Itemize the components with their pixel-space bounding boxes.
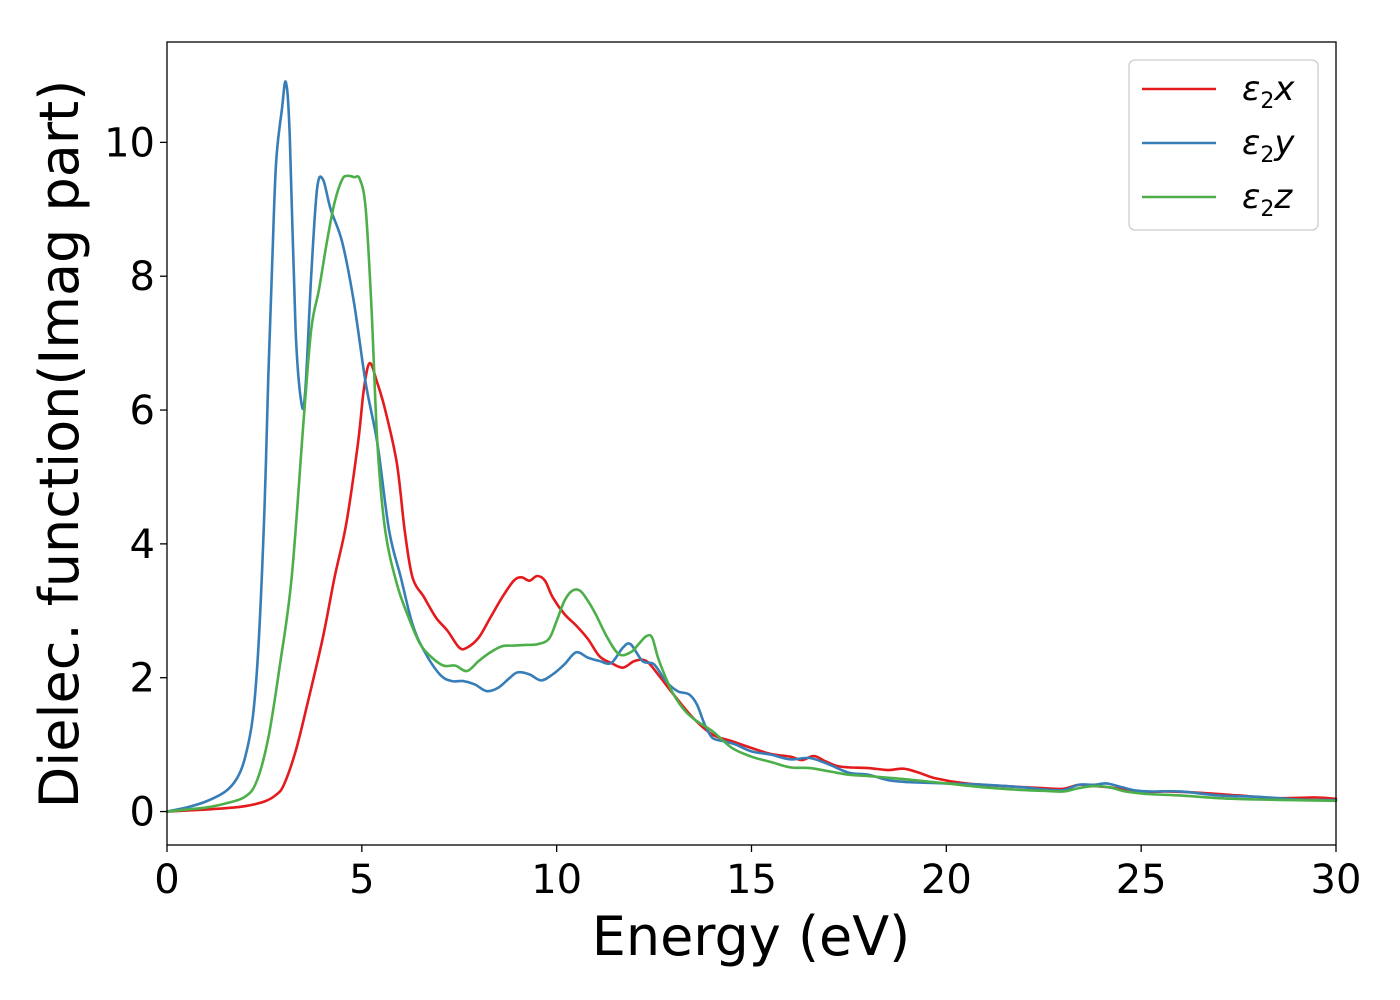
- y-axis-title: Dielec. function(Imag part): [28, 80, 91, 809]
- series-line-z: [165, 174, 1338, 813]
- legend-frame: [1128, 59, 1319, 231]
- series-line-x: [165, 361, 1338, 813]
- legend-label-y: ε2y: [1242, 123, 1295, 168]
- x-tick-label: 15: [726, 857, 777, 903]
- y-tick-label: 10: [104, 120, 155, 166]
- x-tick-label: 5: [349, 857, 374, 903]
- x-tick-label: 20: [921, 857, 972, 903]
- series-line-y: [165, 80, 1338, 813]
- y-tick-label: 6: [130, 388, 155, 434]
- x-axis-ticks: 0 5 10 15 20 25 30: [154, 845, 1361, 903]
- y-tick-label: 2: [130, 656, 155, 702]
- x-tick-label: 25: [1116, 857, 1167, 903]
- legend-items: ε2x ε2y ε2z: [1142, 69, 1295, 222]
- series-layer: [165, 80, 1338, 813]
- legend-label-z: ε2z: [1242, 177, 1293, 222]
- legend-label-x: ε2x: [1242, 69, 1295, 114]
- x-tick-label: 10: [531, 857, 582, 903]
- y-tick-label: 4: [130, 522, 155, 568]
- x-axis-title: Energy (eV): [592, 905, 911, 968]
- y-axis-ticks: 0 2 4 6 8 10: [104, 120, 167, 836]
- legend: ε2x ε2y ε2z: [1128, 59, 1319, 231]
- y-tick-label: 8: [130, 254, 155, 300]
- y-tick-label: 0: [130, 790, 155, 836]
- x-tick-label: 30: [1311, 857, 1362, 903]
- x-tick-label: 0: [154, 857, 179, 903]
